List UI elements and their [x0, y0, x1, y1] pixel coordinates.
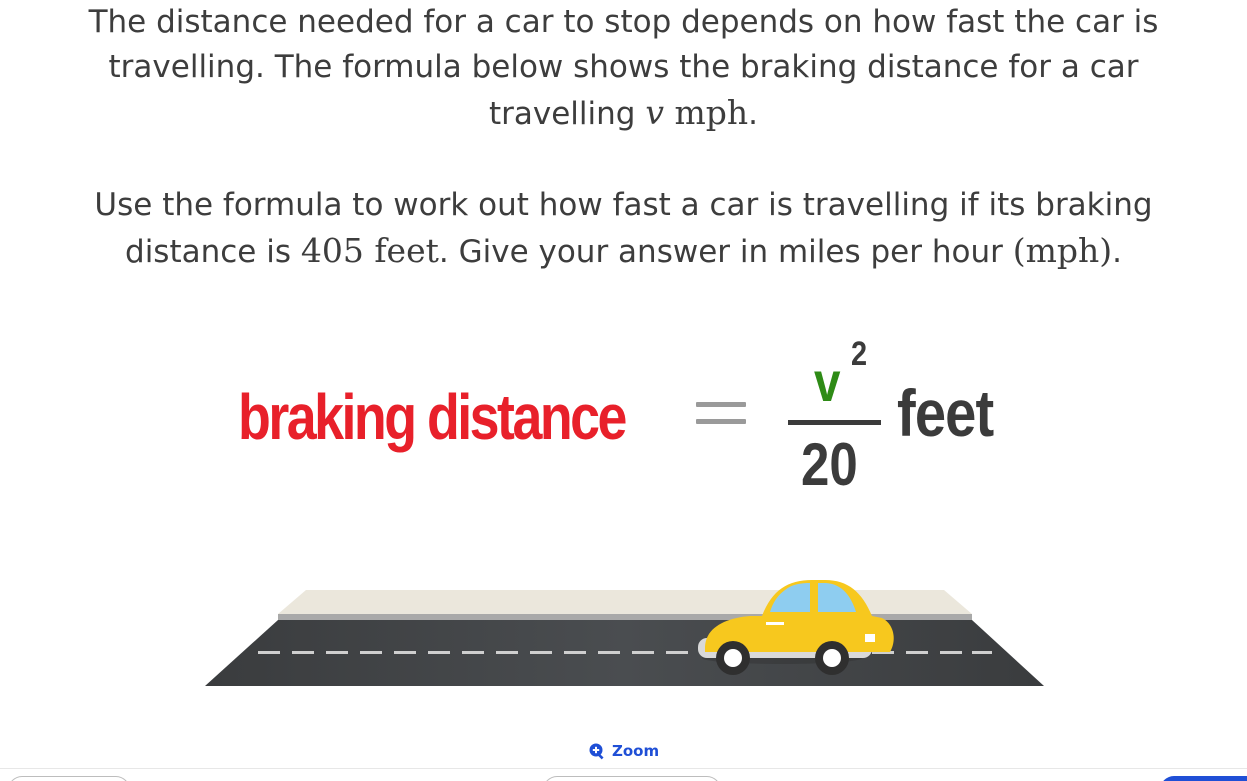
question-task: Use the formula to work out how fast a c…	[0, 183, 1247, 275]
task-line-2: distance is 405 feet. Give your answer i…	[0, 228, 1247, 275]
braking-formula: braking distance v 2 20 feet	[0, 335, 1247, 505]
car-icon	[698, 580, 894, 675]
footer-button-middle[interactable]	[543, 776, 721, 781]
footer-divider	[0, 768, 1247, 769]
unit-feet: feet	[363, 231, 439, 270]
equals-sign	[696, 395, 746, 431]
formula-unit: feet	[897, 376, 994, 450]
lane-markings	[258, 651, 992, 654]
footer-button-left[interactable]	[8, 776, 130, 781]
task-line-2-text: distance is	[125, 234, 301, 270]
zoom-in-icon	[589, 743, 604, 760]
intro-line-3-period: .	[748, 96, 759, 132]
footer-button-primary[interactable]	[1160, 776, 1247, 781]
task-line-2-period: .	[1112, 234, 1122, 270]
zoom-button[interactable]: Zoom	[588, 739, 659, 763]
formula-term: braking distance	[238, 381, 627, 453]
unit-mph: mph	[663, 93, 749, 132]
intro-line-1: The distance needed for a car to stop de…	[88, 4, 1159, 40]
formula-numerator: v	[814, 350, 841, 413]
intro-line-3-text: travelling	[488, 96, 646, 132]
road-car-illustration	[205, 580, 1044, 686]
zoom-label: Zoom	[612, 742, 660, 760]
formula-denominator: 20	[801, 431, 858, 498]
fraction-bar	[788, 420, 881, 425]
task-line-1: Use the formula to work out how fast a c…	[94, 187, 1153, 223]
distance-value: 405	[300, 231, 364, 270]
intro-line-3: travelling v mph.	[0, 90, 1247, 137]
formula-exponent: 2	[851, 335, 868, 373]
unit-mph-paren: (mph)	[1012, 231, 1113, 270]
variable-v: v	[645, 93, 664, 132]
task-line-2-mid: . Give your answer in miles per hour	[438, 234, 1013, 270]
curb	[278, 614, 972, 620]
intro-line-2: travelling. The formula below shows the …	[108, 49, 1139, 85]
question-intro: The distance needed for a car to stop de…	[0, 0, 1247, 137]
